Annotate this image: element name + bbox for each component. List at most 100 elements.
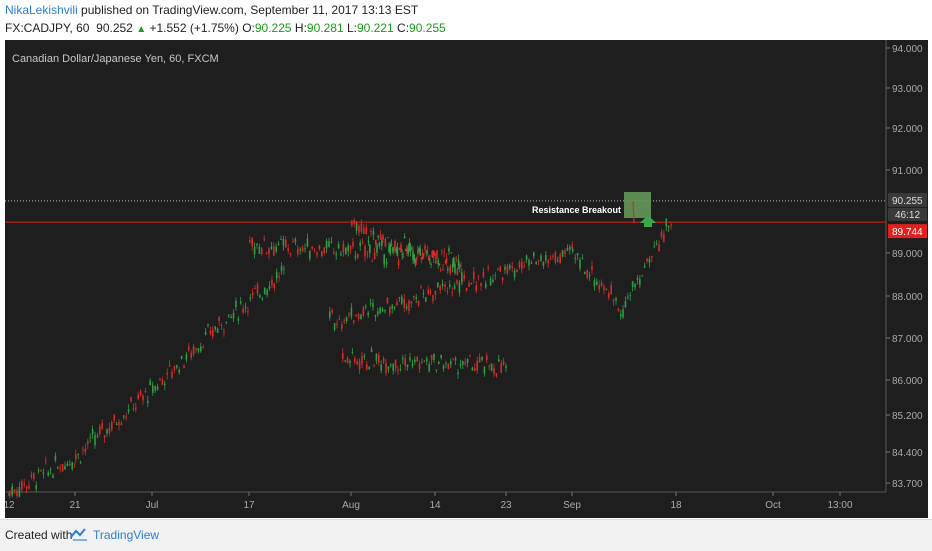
candle-body	[338, 318, 341, 320]
x-tick-label: 14	[429, 500, 441, 511]
candle-body	[313, 250, 316, 252]
candle-body	[247, 310, 249, 312]
candle-body	[500, 363, 502, 373]
candle-body	[79, 462, 82, 464]
candle-body	[418, 247, 420, 251]
candle-body	[488, 365, 490, 367]
countdown-badge	[888, 207, 927, 221]
candle-body	[370, 349, 373, 353]
tradingview-brand[interactable]: TradingView	[93, 528, 160, 542]
candle-body	[256, 243, 258, 246]
candle-body	[301, 247, 304, 252]
price-axis-panel	[886, 40, 928, 518]
y-tick-label: 89.000	[892, 249, 923, 260]
candle-body	[433, 252, 436, 256]
candle-body	[494, 275, 497, 277]
candle-body	[407, 248, 409, 254]
candle-body	[516, 269, 518, 273]
open-value: 90.225	[254, 21, 292, 35]
candle-body	[69, 464, 71, 466]
candle-body	[493, 368, 495, 374]
candle-body	[502, 361, 505, 365]
countdown-label: 46:12	[895, 210, 920, 221]
candle-body	[225, 322, 228, 324]
candle-body	[456, 280, 458, 284]
x-tick-label: 17	[243, 500, 255, 511]
candle-body	[359, 242, 361, 247]
candle-body	[268, 286, 271, 289]
candle-body	[251, 292, 254, 296]
candle-body	[188, 346, 190, 350]
candle-body	[581, 257, 584, 259]
candle-body	[383, 254, 385, 265]
candle-body	[212, 330, 214, 337]
price-chart[interactable]: Canadian Dollar/Japanese Yen, 60, FXCM 9…	[5, 40, 928, 518]
candle-body	[280, 239, 282, 241]
candle-body	[417, 300, 420, 306]
candle-body	[435, 369, 438, 371]
candle-body	[450, 360, 452, 365]
candle-body	[178, 369, 180, 373]
candle-body	[375, 353, 378, 361]
candle-body	[569, 246, 571, 250]
candle-body	[268, 248, 270, 255]
candle-body	[292, 241, 294, 243]
candle-body	[465, 287, 468, 291]
candle-body	[437, 282, 439, 288]
candle-body	[256, 284, 259, 294]
candle-body	[384, 239, 387, 247]
candle-body	[554, 252, 557, 263]
candle-body	[477, 275, 480, 277]
candle-body	[185, 354, 188, 360]
candle-body	[369, 244, 371, 253]
candle-body	[453, 257, 455, 267]
candle-body	[403, 236, 406, 239]
resistance-price-label: 89.744	[892, 227, 923, 238]
candle-body	[476, 360, 478, 371]
candle-body	[603, 286, 605, 290]
chart-area[interactable]: Canadian Dollar/Japanese Yen, 60, FXCM 9…	[5, 40, 928, 518]
resistance-annotation: Resistance Breakout	[532, 205, 621, 215]
y-tick-label: 84.400	[892, 448, 923, 459]
y-tick-label: 83.700	[892, 479, 923, 490]
candle-body	[421, 253, 424, 260]
candle-body	[271, 280, 273, 286]
candle-body	[294, 239, 297, 243]
x-tick-label: Jul	[146, 500, 159, 511]
current-price-badge	[888, 192, 927, 207]
candle-body	[506, 265, 509, 274]
candle-body	[197, 348, 200, 352]
candle-body	[572, 249, 574, 251]
candle-body	[380, 364, 382, 371]
candle-body	[482, 271, 485, 278]
breakout-arrow-icon	[640, 215, 656, 227]
candle-body	[261, 248, 263, 254]
candle-body	[456, 269, 459, 275]
author-link[interactable]: NikaLekishvili	[5, 3, 78, 17]
candle-body	[450, 252, 453, 254]
candle-body	[265, 252, 268, 254]
candle-body	[426, 358, 428, 362]
candle-body	[386, 297, 389, 304]
candle-body	[344, 360, 346, 362]
candle-body	[566, 247, 569, 251]
candle-body	[451, 263, 454, 269]
candle-body	[409, 357, 411, 361]
candle-body	[394, 241, 396, 247]
candle-body	[615, 297, 617, 301]
candle-body	[523, 265, 525, 267]
candle-body	[509, 264, 511, 269]
candle-body	[101, 423, 103, 429]
candle-body	[379, 234, 382, 239]
candle-body	[254, 288, 256, 290]
candle-body	[200, 346, 202, 352]
candle-body	[227, 315, 230, 317]
published-text: published on TradingView.com, September …	[81, 3, 419, 17]
candle-body	[357, 253, 359, 258]
candle-body	[328, 241, 330, 248]
candle-body	[436, 250, 438, 258]
candle-body	[620, 314, 622, 317]
candle-body	[366, 364, 368, 370]
candle-body	[287, 248, 289, 251]
candle-body	[470, 283, 473, 285]
